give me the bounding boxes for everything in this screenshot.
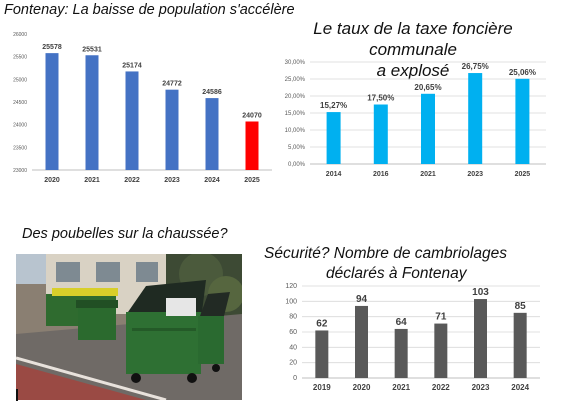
y-tick-label: 120 xyxy=(285,283,297,290)
tax-rate-bar-chart: 0,00% 5,00% 10,00% 15,00% 20,00% 25,00% 30,00%… xyxy=(285,60,546,178)
x-tick-label: 2021 xyxy=(84,177,100,184)
data-label: 25174 xyxy=(122,62,142,69)
bar xyxy=(355,305,368,378)
bar xyxy=(394,328,408,378)
text-cursor xyxy=(16,389,18,401)
y-tick-label: 23500 xyxy=(13,145,27,151)
data-label: 85 xyxy=(515,301,527,312)
x-tick-label: 2022 xyxy=(432,383,450,392)
y-tick-label: 100 xyxy=(285,298,297,305)
bar xyxy=(513,312,527,378)
x-tick-label: 2023 xyxy=(467,171,483,178)
x-tick-label: 2020 xyxy=(44,177,60,184)
y-tick-label: 24500 xyxy=(13,100,27,106)
population-bar-chart: 23000 23500 24000 24500 25000 25500 26000 25578… xyxy=(13,32,272,184)
data-label: 71 xyxy=(435,312,447,323)
y-tick-label: 23000 xyxy=(13,168,27,174)
bar xyxy=(474,299,487,378)
bar xyxy=(45,53,59,170)
data-label: 94 xyxy=(356,294,368,305)
bar xyxy=(205,98,219,170)
data-label: 25531 xyxy=(82,46,102,53)
x-tick-label: 2023 xyxy=(472,383,490,392)
x-tick-label: 2024 xyxy=(511,383,529,392)
x-tick-label: 2022 xyxy=(124,177,140,184)
security-chart-title: Sécurité? Nombre de cambriolages déclaré… xyxy=(264,244,554,284)
data-label: 62 xyxy=(316,318,328,329)
security-title-line2: déclarés à Fontenay xyxy=(326,265,467,282)
data-label: 103 xyxy=(472,287,489,298)
y-tick-label: 40 xyxy=(289,344,297,351)
y-tick-label: 0,00% xyxy=(288,162,306,168)
bar xyxy=(468,73,483,164)
x-tick-label: 2019 xyxy=(313,383,331,392)
street-bins-photo xyxy=(16,254,242,400)
tax-title-line1: Le taux de la taxe foncière communale xyxy=(313,19,513,59)
bar xyxy=(125,71,139,170)
data-label: 15,27% xyxy=(320,101,347,110)
data-label: 20,65% xyxy=(414,83,441,92)
population-chart-title: Fontenay: La baisse de population s'accé… xyxy=(4,2,295,18)
bins-photo-title: Des poubelles sur la chaussée? xyxy=(22,226,228,242)
x-tick-label: 2016 xyxy=(373,171,389,178)
y-tick-label: 20,00% xyxy=(285,94,306,100)
data-label: 64 xyxy=(396,317,408,328)
security-title-line1: Sécurité? Nombre de cambriolages xyxy=(264,245,507,262)
bar xyxy=(373,104,388,164)
tax-chart-title: Le taux de la taxe foncière communale a … xyxy=(268,18,558,81)
bar xyxy=(326,112,341,164)
bar xyxy=(434,323,448,378)
y-tick-label: 15,00% xyxy=(285,111,306,117)
y-tick-label: 0 xyxy=(293,375,297,382)
data-label: 25,06% xyxy=(509,68,536,77)
x-tick-label: 2021 xyxy=(392,383,410,392)
y-tick-label: 24000 xyxy=(13,123,27,129)
y-tick-label: 30,00% xyxy=(285,60,306,66)
bar xyxy=(315,330,329,378)
x-tick-label: 2024 xyxy=(204,177,220,184)
y-tick-label: 5,00% xyxy=(288,145,306,151)
y-tick-label: 25,00% xyxy=(285,77,306,83)
x-tick-label: 2014 xyxy=(326,171,342,178)
y-tick-label: 26000 xyxy=(13,32,27,38)
tax-title-line2: a explosé xyxy=(376,61,450,80)
y-tick-label: 20 xyxy=(289,360,297,367)
bar xyxy=(245,121,259,170)
data-label: 17,50% xyxy=(367,94,394,103)
bar xyxy=(165,89,179,170)
y-tick-label: 10,00% xyxy=(285,128,306,134)
data-label: 26,75% xyxy=(462,62,489,71)
x-tick-label: 2021 xyxy=(420,171,436,178)
y-tick-label: 25000 xyxy=(13,77,27,83)
bar xyxy=(421,93,435,164)
x-tick-label: 2025 xyxy=(515,171,531,178)
bar xyxy=(515,78,530,164)
data-label: 24772 xyxy=(162,81,182,88)
y-tick-label: 60 xyxy=(289,329,297,336)
x-tick-label: 2023 xyxy=(164,177,180,184)
data-label: 24070 xyxy=(242,112,262,119)
x-tick-label: 2025 xyxy=(244,177,260,184)
data-label: 25578 xyxy=(42,44,62,51)
bar xyxy=(85,55,99,170)
x-tick-label: 2020 xyxy=(353,383,371,392)
burglaries-bar-chart: 0 20 40 60 80 100 120 62 2019 94 2020 64 2021 71 2022 1… xyxy=(285,283,540,392)
data-label: 24586 xyxy=(202,89,222,96)
y-tick-label: 80 xyxy=(289,314,297,321)
y-tick-label: 25500 xyxy=(13,55,27,61)
